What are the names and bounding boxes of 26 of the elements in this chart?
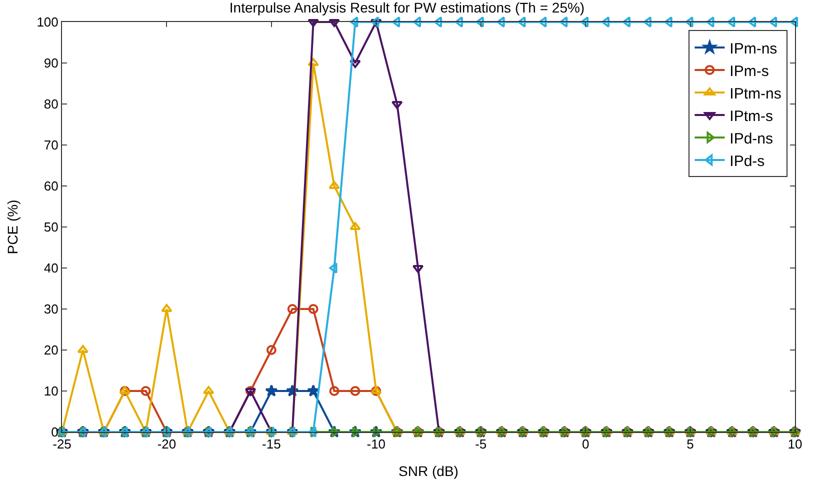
x-tick-label: -5 bbox=[475, 436, 487, 452]
y-tick-label: 70 bbox=[44, 138, 58, 153]
x-axis-title: SNR (dB) bbox=[398, 462, 458, 479]
chart-title: Interpulse Analysis Result for PW estimations (Th = 25%) bbox=[229, 0, 585, 16]
y-tick-label: 30 bbox=[44, 302, 58, 317]
x-tick-label: 10 bbox=[788, 436, 802, 452]
y-tick-label: 40 bbox=[44, 260, 58, 276]
y-tick-label: 90 bbox=[44, 56, 58, 71]
y-tick-label: 20 bbox=[44, 342, 58, 358]
y-tick-label: 100 bbox=[36, 14, 58, 30]
x-tick-label: -20 bbox=[157, 436, 176, 452]
y-tick-label: 10 bbox=[44, 384, 58, 399]
legend-label: IPd-s bbox=[730, 152, 765, 170]
y-tick-label: 50 bbox=[44, 220, 58, 235]
legend-label: IPm-ns bbox=[730, 40, 778, 58]
legend-label: IPtm-s bbox=[730, 108, 774, 125]
y-tick-label: 80 bbox=[44, 96, 58, 112]
x-tick-label: 5 bbox=[686, 436, 694, 452]
y-tick-label: 60 bbox=[44, 178, 58, 194]
legend-label: IPm-s bbox=[730, 62, 769, 80]
x-tick-label: -10 bbox=[366, 436, 386, 452]
legend-label: IPtm-ns bbox=[730, 85, 782, 102]
x-tick-label: 0 bbox=[582, 436, 590, 452]
legend-label: IPd-ns bbox=[730, 130, 774, 148]
x-tick-label: -15 bbox=[262, 436, 281, 452]
y-axis-title: PCE (%) bbox=[4, 200, 20, 254]
